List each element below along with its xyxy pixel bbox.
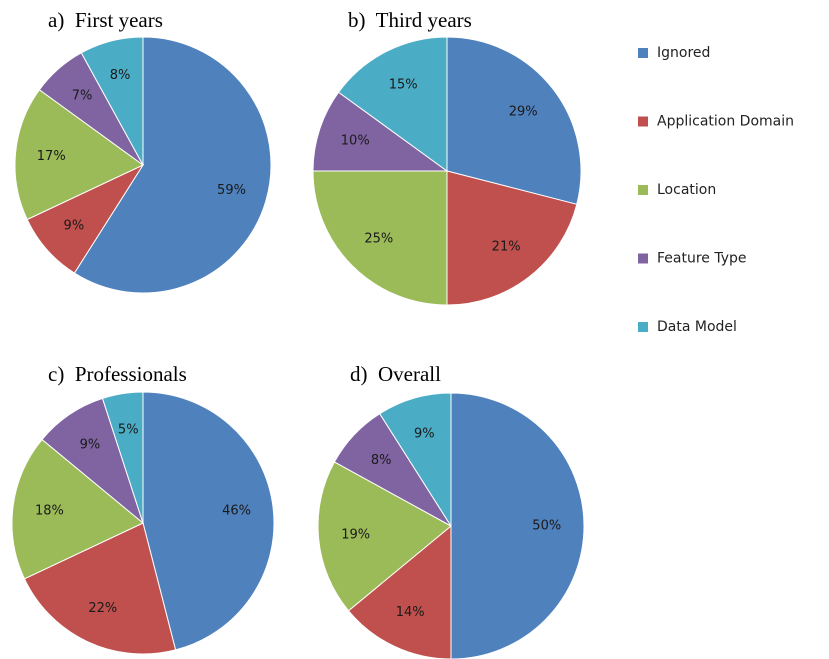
chart-title: a) First years bbox=[48, 8, 163, 32]
value-label: 9% bbox=[414, 427, 435, 442]
value-label: 19% bbox=[341, 528, 370, 543]
legend-label: Application Domain bbox=[657, 114, 794, 130]
pie-slice bbox=[450, 392, 585, 659]
chart-title: d) Overall bbox=[350, 362, 441, 386]
pie-slice bbox=[11, 438, 144, 580]
legend-swatch bbox=[638, 253, 648, 264]
pie-slice bbox=[312, 91, 449, 172]
legend-swatch bbox=[638, 185, 648, 195]
pie-slice bbox=[142, 391, 275, 651]
value-label: 14% bbox=[396, 605, 425, 620]
value-label: 18% bbox=[35, 504, 64, 519]
pie-slice bbox=[312, 170, 448, 306]
value-label: 7% bbox=[72, 88, 93, 103]
value-label: 9% bbox=[64, 218, 85, 233]
value-label: 15% bbox=[389, 78, 418, 93]
value-label: 59% bbox=[217, 183, 246, 198]
pie-slice bbox=[379, 392, 452, 528]
value-label: 50% bbox=[532, 519, 561, 534]
pie-slice bbox=[446, 36, 582, 205]
pie-slice bbox=[101, 391, 144, 524]
value-label: 8% bbox=[371, 453, 392, 468]
pie-slice bbox=[23, 522, 177, 655]
legend-label: Ignored bbox=[657, 45, 710, 61]
pie-slice bbox=[80, 36, 144, 166]
value-label: 25% bbox=[364, 232, 393, 247]
legend-swatch bbox=[638, 48, 648, 58]
value-label: 17% bbox=[37, 149, 66, 164]
pie-slice bbox=[337, 36, 448, 172]
pie-slice bbox=[73, 36, 272, 294]
value-label: 29% bbox=[509, 104, 538, 119]
value-label: 9% bbox=[80, 437, 101, 452]
value-label: 46% bbox=[222, 504, 251, 519]
value-label: 8% bbox=[110, 68, 131, 83]
value-label: 10% bbox=[341, 134, 370, 149]
chart-title: b) Third years bbox=[348, 8, 472, 32]
legend-label: Data Model bbox=[657, 319, 737, 335]
legend-swatch bbox=[638, 116, 648, 127]
value-label: 21% bbox=[492, 240, 521, 255]
pie-slice bbox=[317, 461, 452, 612]
value-label: 5% bbox=[118, 422, 139, 437]
pie-slice bbox=[14, 89, 144, 221]
pie-slice bbox=[446, 170, 578, 306]
legend-swatch bbox=[638, 322, 648, 332]
chart-title: c) Professionals bbox=[48, 362, 187, 386]
legend-label: Location bbox=[657, 182, 716, 198]
value-label: 22% bbox=[88, 601, 117, 616]
legend-label: Feature Type bbox=[657, 251, 747, 267]
